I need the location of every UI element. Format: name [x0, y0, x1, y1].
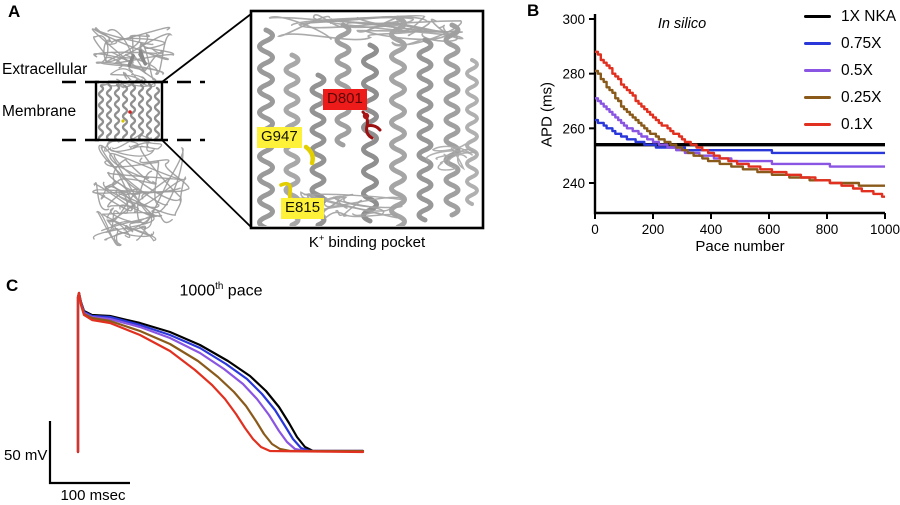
- residue-label-g947: G947: [257, 127, 302, 148]
- ap-trace-1x-nka: [76, 291, 365, 454]
- legend-item: 0.5X: [804, 57, 896, 84]
- x-tick-label: 600: [758, 222, 781, 237]
- legend-label: 0.75X: [841, 34, 882, 52]
- voltage-scale-label: 50 mV: [4, 447, 48, 464]
- panel-c-title: 1000th pace: [121, 281, 321, 300]
- y-tick-label: 300: [562, 12, 585, 27]
- y-axis-label: APD (ms): [538, 82, 556, 147]
- inset-connector-top: [161, 13, 252, 83]
- inset-frame: [249, 9, 485, 230]
- legend-label: 0.5X: [841, 61, 873, 79]
- title-number: 1000: [179, 282, 216, 300]
- residue-label-e815: E815: [281, 198, 325, 219]
- legend-swatch: [804, 95, 831, 100]
- legend: 1X NKA 0.75X 0.5X 0.25X 0.1X: [804, 3, 896, 138]
- legend-item: 1X NKA: [804, 3, 896, 30]
- legend-label: 1X NKA: [841, 7, 897, 25]
- title-rest: pace: [223, 282, 263, 300]
- title-sup: th: [215, 281, 224, 292]
- series-0.75x: [595, 118, 885, 155]
- full-protein-ribbon: [91, 26, 190, 246]
- legend-swatch: [804, 122, 831, 127]
- extracellular-label: Extracellular: [2, 61, 88, 78]
- x-tick-label: 800: [816, 222, 839, 237]
- legend-swatch: [804, 41, 831, 46]
- x-tick-label: 0: [591, 222, 599, 237]
- legend-item: 0.75X: [804, 30, 896, 57]
- ap-trace-0.75x: [76, 291, 365, 454]
- inset-caption: K+ binding pocket: [251, 233, 483, 251]
- x-tick-label: 400: [700, 222, 723, 237]
- ap-trace-0.5x: [76, 291, 365, 454]
- series-0.1x: [595, 50, 885, 198]
- membrane-zoom-box: [94, 80, 164, 142]
- membrane-helices: [97, 83, 161, 139]
- time-scale-label: 100 msec: [60, 487, 126, 504]
- d801-residue-head: [362, 112, 370, 120]
- legend-item: 0.1X: [804, 111, 896, 138]
- apd-chart: 240 260 280 300 0 200 400 600 800 1000: [562, 12, 900, 237]
- y-tick-label: 260: [562, 121, 585, 136]
- action-potential-traces: [48, 291, 365, 485]
- ap-trace-0.25x: [76, 291, 365, 454]
- membrane-label: Membrane: [2, 103, 77, 120]
- scale-bars: [48, 421, 130, 485]
- caption-rest: binding pocket: [324, 234, 426, 251]
- g947-residue-mark: [303, 144, 315, 166]
- y-tick-label: 280: [562, 67, 585, 82]
- legend-label: 0.25X: [841, 88, 882, 106]
- y-tick-label: 240: [562, 176, 585, 191]
- series-0.5x: [595, 97, 885, 168]
- caption-plus-sup: +: [318, 233, 325, 243]
- legend-label: 0.1X: [841, 115, 873, 133]
- x-tick-label: 1000: [870, 222, 900, 237]
- legend-swatch: [804, 68, 831, 73]
- inset-connector-bottom: [161, 139, 252, 228]
- x-axis-label: Pace number: [695, 238, 785, 255]
- legend-item: 0.25X: [804, 84, 896, 111]
- panel-a-label: A: [8, 2, 21, 21]
- x-tick-label: 200: [642, 222, 665, 237]
- panel-b-label: B: [527, 1, 540, 20]
- legend-swatch: [804, 14, 831, 19]
- in-silico-annotation: In silico: [657, 16, 707, 32]
- residue-label-d801: D801: [323, 89, 367, 110]
- ap-trace-0.1x: [76, 291, 365, 454]
- caption-k: K: [308, 234, 319, 251]
- panel-c-label: C: [6, 276, 19, 295]
